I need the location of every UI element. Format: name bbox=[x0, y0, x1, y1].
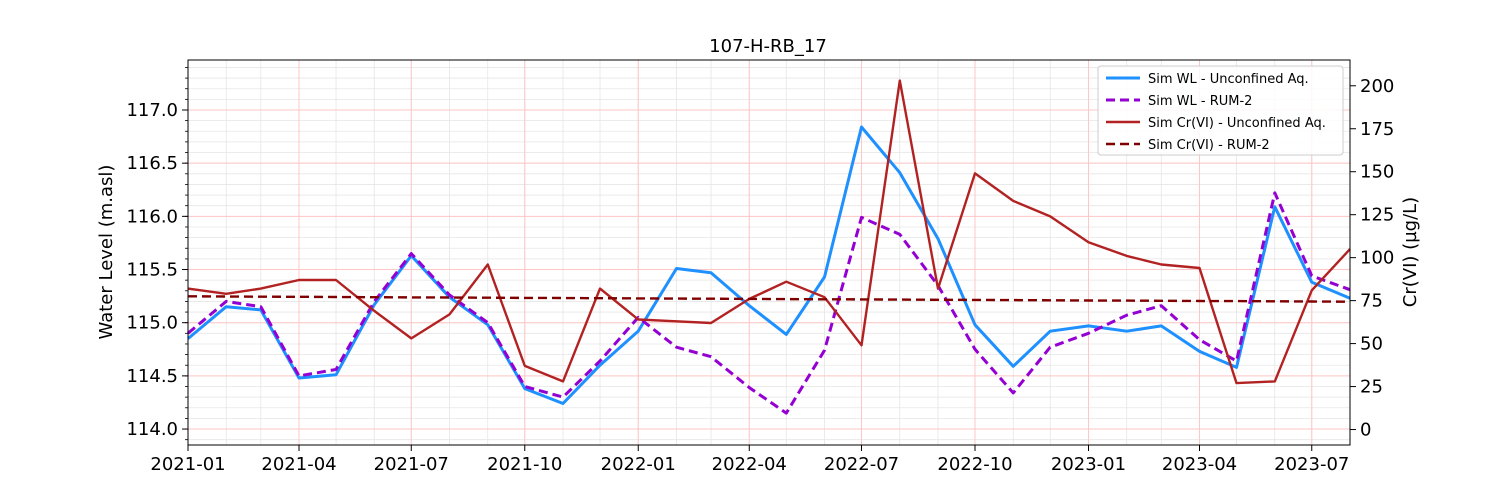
y-axis-right: 0 25 50 75 100 125 150 175 200 bbox=[1350, 76, 1394, 441]
legend-box bbox=[1097, 65, 1344, 156]
y-tick-label-right: 150 bbox=[1360, 162, 1394, 183]
x-tick-label: 2022-01 bbox=[601, 454, 676, 475]
legend-label: Sim Cr(VI) - RUM-2 bbox=[1148, 138, 1270, 153]
legend-label: Sim WL - Unconfined Aq. bbox=[1148, 72, 1309, 87]
y-tick-label-right: 0 bbox=[1360, 420, 1371, 441]
x-tick-label: 2021-04 bbox=[261, 454, 336, 475]
y-tick-label-left: 116.5 bbox=[126, 153, 178, 174]
y-tick-label-left: 117.0 bbox=[126, 100, 178, 121]
x-tick-label: 2022-04 bbox=[712, 454, 787, 475]
y-axis-label-left: Water Level (m.asl) bbox=[96, 165, 117, 340]
x-tick-label: 2023-01 bbox=[1051, 454, 1126, 475]
y-tick-label-left: 114.0 bbox=[126, 419, 178, 440]
plot-frame bbox=[187, 59, 1351, 446]
y-tick-label-right: 125 bbox=[1360, 205, 1394, 226]
x-axis: 2021-01 2021-04 2021-07 2021-10 2022-01 2022-… bbox=[150, 445, 1349, 475]
series-line-sim-cr-vi-unconfined-aq bbox=[187, 79, 1351, 385]
x-tick-label: 2022-07 bbox=[824, 454, 899, 475]
legend: Sim WL - Unconfined Aq. Sim WL - RUM-2 Sim… bbox=[1097, 65, 1344, 156]
x-tick-label: 2023-04 bbox=[1162, 454, 1237, 475]
chart-title: 107-H-RB_17 bbox=[709, 36, 827, 57]
series-line-sim-wl-unconfined-aq bbox=[187, 125, 1351, 405]
x-tick-label: 2021-01 bbox=[150, 454, 225, 475]
x-tick-label: 2022-10 bbox=[937, 454, 1012, 475]
y-tick-label-right: 100 bbox=[1360, 248, 1394, 269]
legend-label: Sim WL - RUM-2 bbox=[1148, 94, 1252, 109]
x-tick-label: 2021-07 bbox=[374, 454, 449, 475]
y-tick-label-left: 115.0 bbox=[126, 313, 178, 334]
y-tick-label-right: 175 bbox=[1360, 119, 1394, 140]
legend-label: Sim Cr(VI) - Unconfined Aq. bbox=[1148, 116, 1326, 131]
x-tick-label: 2021-10 bbox=[487, 454, 562, 475]
y-tick-label-right: 25 bbox=[1360, 377, 1383, 398]
series-line-sim-cr-vi-rum-2 bbox=[187, 295, 1351, 303]
y-tick-label-right: 200 bbox=[1360, 76, 1394, 97]
y-tick-label-left: 115.5 bbox=[126, 260, 178, 281]
y-tick-label-right: 75 bbox=[1360, 291, 1383, 312]
series-layer bbox=[187, 79, 1351, 415]
y-axis-left: 114.0 114.5 115.0 115.5 116.0 116.5 117.0 bbox=[126, 67, 188, 441]
series-line-sim-wl-rum-2 bbox=[187, 191, 1351, 415]
y-tick-label-right: 50 bbox=[1360, 334, 1383, 355]
y-tick-label-left: 114.5 bbox=[126, 366, 178, 387]
x-tick-label: 2023-07 bbox=[1274, 454, 1349, 475]
major-grid bbox=[187, 60, 1350, 445]
y-axis-label-right: Cr(VI) (µg/L) bbox=[1400, 197, 1421, 307]
y-tick-label-left: 116.0 bbox=[126, 206, 178, 227]
